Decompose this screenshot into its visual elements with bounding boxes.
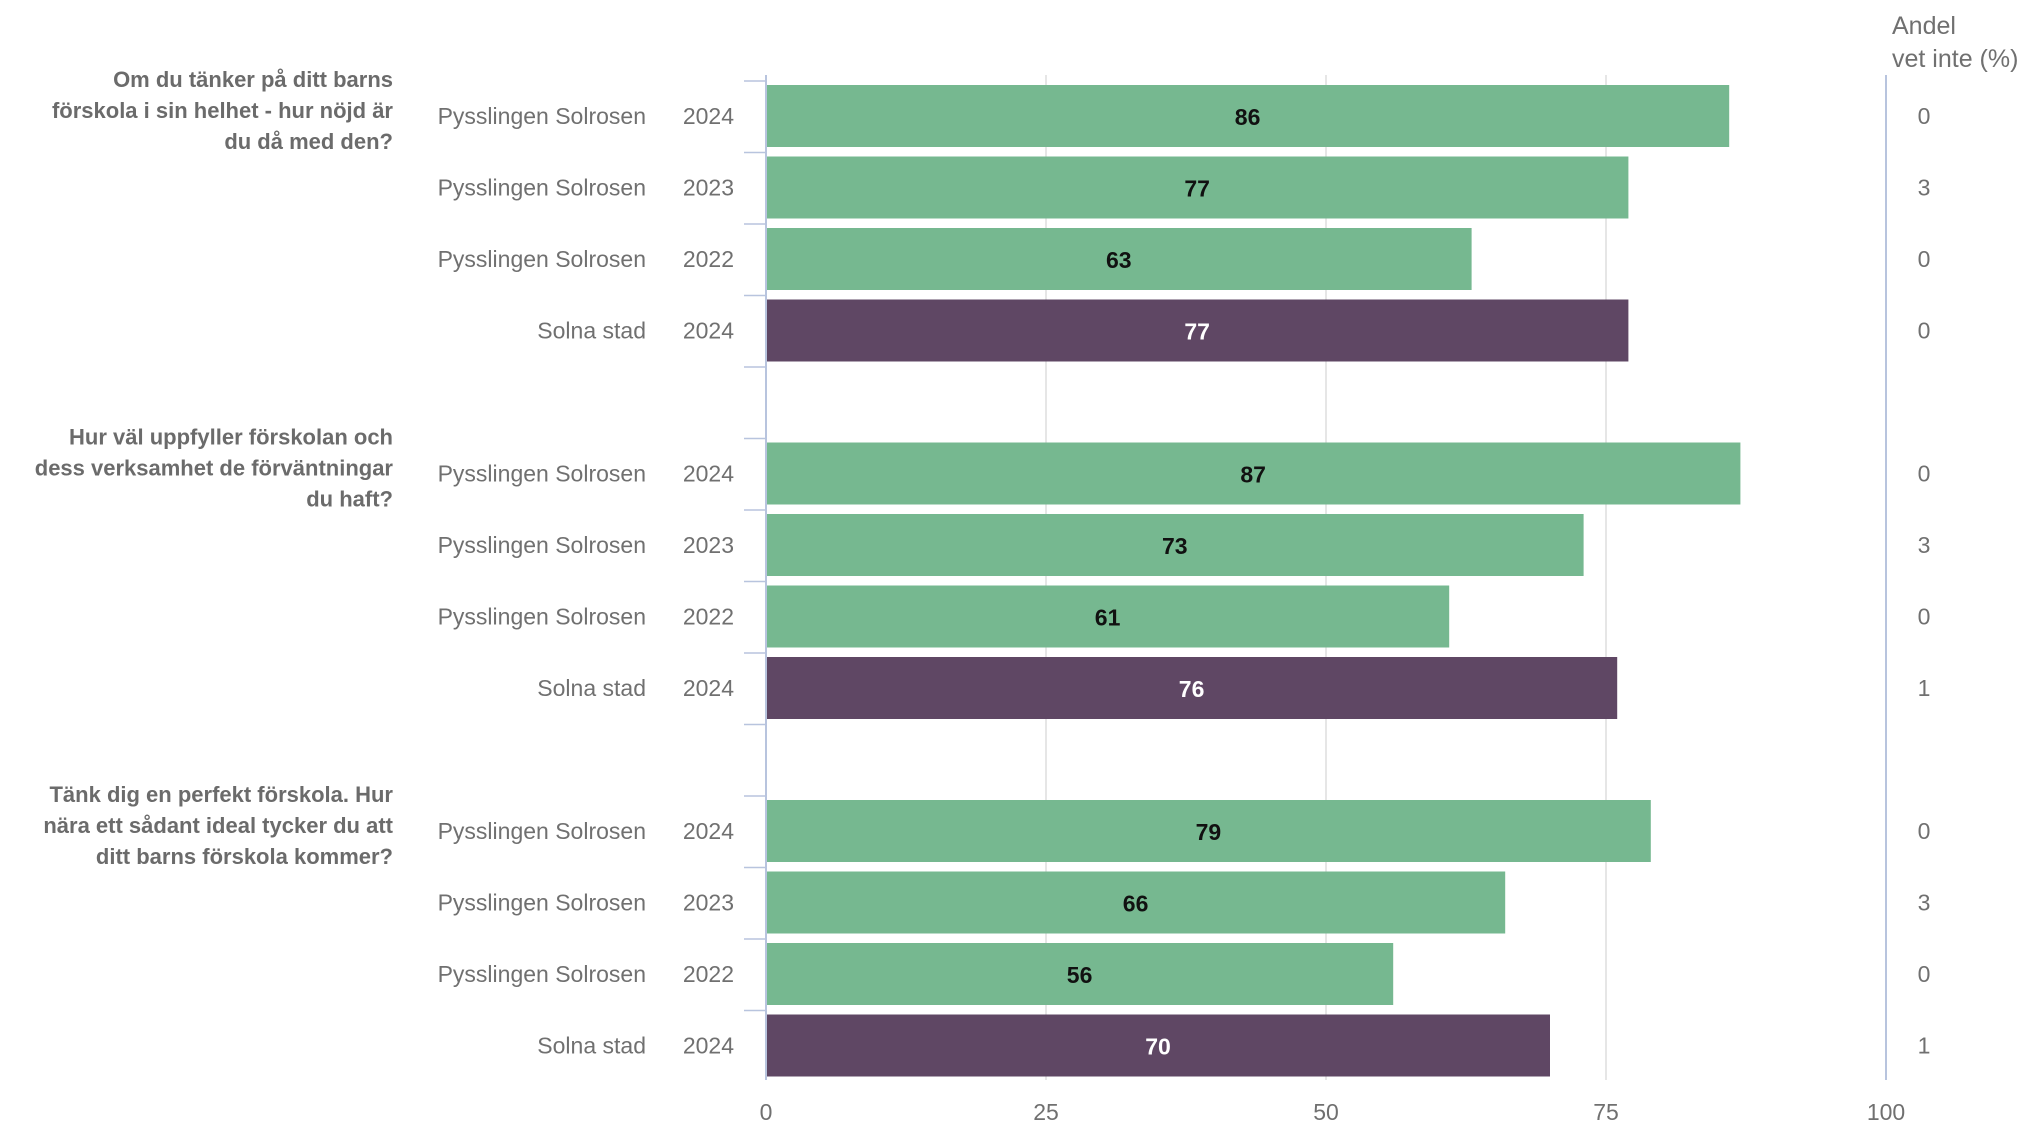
row-year-label: 2024 [683,461,734,487]
question-label: nära ett sådant ideal tycker du att [43,813,393,838]
bar-value-label: 77 [1184,319,1210,345]
dont-know-value: 0 [1918,961,1931,987]
dont-know-value: 1 [1918,1033,1931,1059]
bar-value-label: 70 [1145,1034,1171,1060]
row-name-label: Pysslingen Solrosen [438,246,646,272]
bar [766,299,1629,362]
bar [766,585,1450,648]
dont-know-value: 0 [1918,604,1931,630]
row-name-label: Pysslingen Solrosen [438,818,646,844]
row-name-label: Solna stad [537,675,646,701]
bar-value-label: 61 [1095,605,1121,631]
x-tick-label: 100 [1867,1099,1905,1124]
row-year-label: 2024 [683,103,734,129]
row-year-label: 2022 [683,961,734,987]
question-label: Om du tänker på ditt barns [113,67,393,92]
bar-value-label: 73 [1162,533,1188,559]
row-name-label: Pysslingen Solrosen [438,890,646,916]
axes [744,75,1887,1080]
row-year-label: 2023 [683,890,734,916]
bar [766,156,1629,219]
row-name-label: Pysslingen Solrosen [438,532,646,558]
question-label: ditt barns förskola kommer? [96,844,393,869]
dont-know-value: 3 [1918,175,1931,201]
bar-value-label: 87 [1240,462,1266,488]
bar [766,800,1651,862]
dont-know-value: 3 [1918,532,1931,558]
row-year-label: 2023 [683,532,734,558]
question-label: du då med den? [224,129,393,154]
x-tick-label: 50 [1313,1099,1339,1124]
row-name-label: Solna stad [537,318,646,344]
question-label: förskola i sin helhet - hur nöjd är [52,98,393,123]
dont-know-header: Andel [1892,12,1956,40]
row-year-label: 2024 [683,318,734,344]
dont-know-value: 0 [1918,103,1931,129]
question-label: Tänk dig en perfekt förskola. Hur [49,782,393,807]
question-label: du haft? [306,487,393,512]
bar [766,1014,1550,1077]
row-year-label: 2024 [683,818,734,844]
bar-value-label: 66 [1123,891,1149,917]
row-year-label: 2022 [683,604,734,630]
bar-value-label: 76 [1179,676,1205,702]
dont-know-value: 0 [1918,318,1931,344]
row-year-label: 2022 [683,246,734,272]
bar-value-label: 79 [1196,819,1222,845]
row-year-label: 2023 [683,175,734,201]
row-name-label: Pysslingen Solrosen [438,461,646,487]
bar [766,442,1741,505]
bar [766,871,1506,934]
x-tick-label: 25 [1033,1099,1059,1124]
bar [766,228,1472,290]
bar-value-label: 77 [1184,176,1210,202]
question-label: Hur väl uppfyller förskolan och [69,425,393,450]
row-year-label: 2024 [683,675,734,701]
dont-know-value: 0 [1918,246,1931,272]
bar [766,943,1394,1005]
row-name-label: Pysslingen Solrosen [438,103,646,129]
bar [766,657,1618,719]
bar-value-label: 86 [1235,104,1261,130]
row-name-label: Pysslingen Solrosen [438,604,646,630]
bars [766,85,1741,1077]
bar-value-label: 63 [1106,247,1132,273]
row-year-label: 2024 [683,1033,734,1059]
bar [766,85,1730,147]
bar-value-label: 56 [1067,962,1093,988]
bar [766,514,1584,576]
row-name-label: Pysslingen Solrosen [438,175,646,201]
dont-know-header: vet inte (%) [1892,45,2018,73]
question-label: dess verksamhet de förväntningar [35,456,394,481]
dont-know-value: 0 [1918,461,1931,487]
x-tick-label: 0 [760,1099,773,1124]
row-name-label: Pysslingen Solrosen [438,961,646,987]
dont-know-value: 3 [1918,890,1931,916]
dont-know-value: 0 [1918,818,1931,844]
dont-know-value: 1 [1918,675,1931,701]
row-name-label: Solna stad [537,1033,646,1059]
x-tick-label: 75 [1593,1099,1619,1124]
